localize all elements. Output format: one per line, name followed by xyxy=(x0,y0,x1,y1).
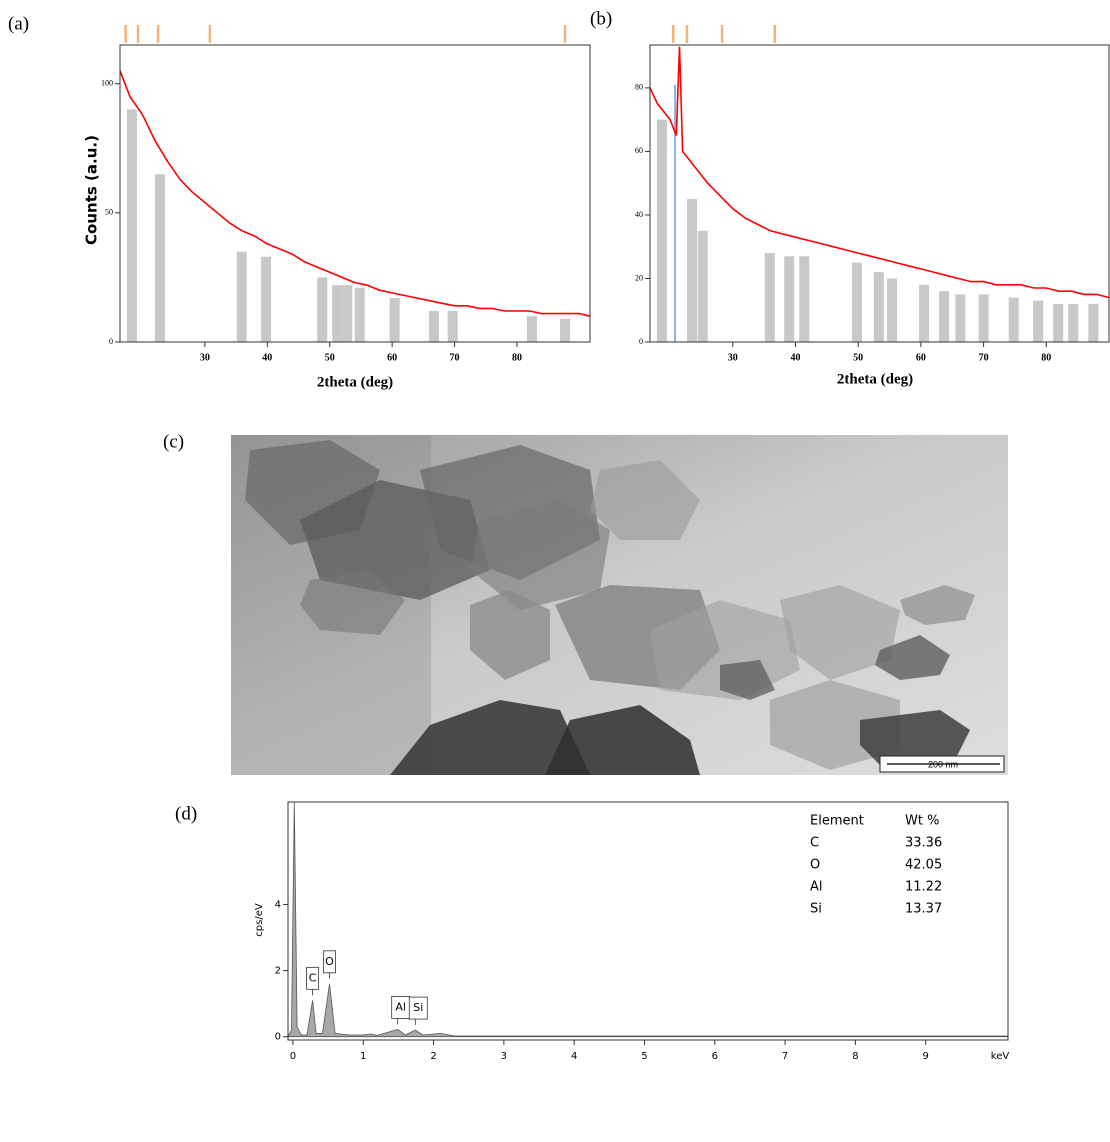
reference-peak xyxy=(764,253,775,342)
panel-label: (d) xyxy=(175,803,197,824)
y-tick-label: 100 xyxy=(101,79,113,88)
y-tick-label: 20 xyxy=(635,273,643,282)
reference-peak xyxy=(851,262,862,342)
y-tick-label: 0 xyxy=(275,1032,281,1043)
reference-peak xyxy=(560,318,571,342)
data-area xyxy=(287,801,1009,1038)
reference-peak xyxy=(332,285,343,342)
scale-bar-label: 200 nm xyxy=(928,759,958,769)
x-axis-label: 2theta (deg) xyxy=(317,374,393,390)
panel-label: (a) xyxy=(8,13,29,34)
y-tick-label: 0 xyxy=(639,337,643,346)
x-tick-label: 40 xyxy=(790,352,800,363)
x-tick-label: 6 xyxy=(712,1051,718,1062)
y-tick-label: 4 xyxy=(275,899,281,910)
y-tick-label: 60 xyxy=(635,146,643,155)
reference-peak xyxy=(887,278,898,342)
reference-peak xyxy=(919,284,930,342)
x-tick-label: 2 xyxy=(430,1051,436,1062)
reference-peak xyxy=(978,294,989,342)
table-cell: 42.05 xyxy=(905,858,942,873)
x-tick-label: 4 xyxy=(571,1051,577,1062)
reference-peak xyxy=(428,311,439,342)
x-axis-label: keV xyxy=(991,1051,1010,1062)
table-cell: 13.37 xyxy=(905,902,942,917)
peak-label: C xyxy=(309,971,317,984)
x-tick-label: 3 xyxy=(501,1051,507,1062)
y-tick-label: 80 xyxy=(635,83,643,92)
data-line xyxy=(649,46,1110,299)
x-tick-label: 1 xyxy=(360,1051,366,1062)
peak-label: Si xyxy=(413,1001,423,1014)
reference-peak xyxy=(317,277,328,342)
plot-frame xyxy=(119,44,591,343)
peak-label: Al xyxy=(395,1000,406,1013)
x-tick-label: 9 xyxy=(923,1051,929,1062)
reference-peak xyxy=(697,230,708,342)
reference-peak xyxy=(447,311,458,342)
reference-peak xyxy=(342,285,353,342)
plot-frame xyxy=(649,44,1110,343)
x-tick-label: 40 xyxy=(262,352,272,363)
table-cell: O xyxy=(810,858,820,873)
x-tick-label: 0 xyxy=(290,1051,296,1062)
reference-peak xyxy=(126,109,137,342)
tem-image: 200 nm xyxy=(231,435,1008,775)
reference-peak xyxy=(1088,303,1099,342)
peak-label: O xyxy=(325,955,334,968)
x-tick-label: 60 xyxy=(387,352,397,363)
reference-peak xyxy=(526,316,537,342)
reference-peak xyxy=(1068,303,1079,342)
y-tick-label: 0 xyxy=(109,337,113,346)
x-tick-label: 30 xyxy=(200,352,210,363)
y-tick-label: 2 xyxy=(275,966,281,977)
data-line xyxy=(119,70,591,317)
reference-peak xyxy=(354,287,365,342)
reference-peak xyxy=(799,256,810,342)
table-cell: Al xyxy=(810,880,823,895)
x-tick-label: 80 xyxy=(512,352,522,363)
table-cell: 33.36 xyxy=(905,836,942,851)
x-tick-label: 8 xyxy=(852,1051,858,1062)
reference-peak xyxy=(955,294,966,342)
reference-peak xyxy=(687,199,698,342)
reference-peak xyxy=(656,119,667,342)
x-tick-label: 50 xyxy=(325,352,335,363)
table-cell: C xyxy=(810,836,819,851)
table-cell: 11.22 xyxy=(905,880,942,895)
reference-peak xyxy=(261,256,272,342)
y-tick-label: 40 xyxy=(635,210,643,219)
y-axis-label: Counts (a.u.) xyxy=(83,135,101,245)
table-cell: Si xyxy=(810,902,822,917)
x-tick-label: 7 xyxy=(782,1051,788,1062)
reference-peak xyxy=(784,256,795,342)
y-axis-label: cps/eV xyxy=(254,903,265,937)
x-tick-label: 50 xyxy=(853,352,863,363)
x-tick-label: 70 xyxy=(979,352,989,363)
peak-label-box xyxy=(408,996,428,1020)
reference-peak xyxy=(873,272,884,342)
x-tick-label: 70 xyxy=(450,352,460,363)
reference-peak xyxy=(1053,303,1064,342)
x-axis-label: 2theta (deg) xyxy=(837,371,913,387)
reference-peak xyxy=(939,291,950,342)
panel-label: (c) xyxy=(163,431,184,452)
panel-label: (b) xyxy=(590,8,612,29)
table-header: Element xyxy=(810,814,864,829)
reference-peak xyxy=(236,251,247,342)
reference-peak xyxy=(1008,297,1019,342)
x-tick-label: 80 xyxy=(1041,352,1051,363)
reference-peak xyxy=(154,174,165,342)
x-tick-label: 60 xyxy=(916,352,926,363)
x-tick-label: 5 xyxy=(641,1051,647,1062)
y-tick-label: 50 xyxy=(105,208,113,217)
reference-peak xyxy=(1033,300,1044,342)
plot-frame xyxy=(287,801,1009,1041)
reference-peak xyxy=(389,298,400,342)
x-tick-label: 30 xyxy=(728,352,738,363)
table-header: Wt % xyxy=(905,814,939,829)
